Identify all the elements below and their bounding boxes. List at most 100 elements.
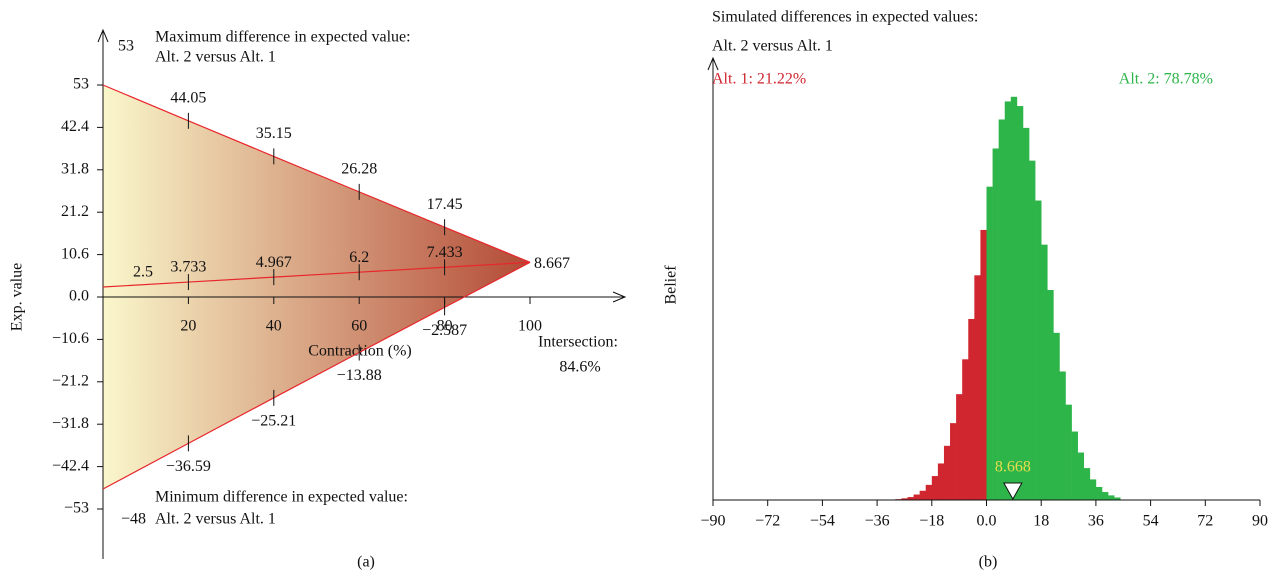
value-label: 7.433 [427, 244, 463, 261]
caption: (a) [357, 554, 375, 571]
histogram-bar [1083, 468, 1091, 500]
annotation: 84.6% [559, 359, 600, 376]
value-label: 4.967 [256, 254, 292, 271]
y-tick-label: −21.2 [52, 372, 89, 389]
histogram-bar [1095, 486, 1103, 500]
histogram-bar [980, 229, 987, 500]
y-tick-label: −31.8 [52, 415, 89, 432]
annotation: Minimum difference in expected value: [155, 489, 408, 506]
y-tick-label: 0.0 [69, 288, 89, 305]
x-tick-label: 100 [518, 318, 542, 335]
histogram-bar [962, 359, 969, 500]
marker [1002, 482, 1023, 501]
x-tick-label: 90 [1252, 513, 1268, 530]
x-tick-label: 36 [1088, 513, 1104, 530]
line [102, 261, 531, 288]
x-tick-label: −36 [865, 513, 890, 530]
histogram-bar [937, 463, 945, 500]
x-tick-label: −54 [810, 513, 835, 530]
x-tick-label: 60 [351, 318, 367, 335]
x-tick-label: −90 [700, 513, 725, 530]
value-label: 17.45 [427, 196, 463, 213]
annotation: Alt. 1: 21.22% [712, 71, 806, 88]
x-tick-label: 18 [1033, 513, 1049, 530]
caption: (b) [979, 554, 998, 571]
x-tick-label: −18 [919, 513, 944, 530]
marker-label: 8.668 [995, 459, 1031, 476]
histogram-bar [1016, 106, 1024, 500]
line [102, 84, 531, 263]
annotation: Maximum difference in expected value: [155, 29, 411, 46]
histogram-bar [919, 490, 927, 500]
histogram-bar [1077, 452, 1085, 500]
value-label: 2.5 [133, 264, 153, 281]
x-tick-label: 72 [1197, 513, 1213, 530]
chart-title: Simulated differences in expected values… [712, 9, 978, 26]
annotation: Alt. 2 versus Alt. 1 [155, 511, 276, 528]
y-axis-label: Exp. value [9, 263, 26, 331]
value-label: 3.733 [170, 259, 206, 276]
histogram-bar [1041, 244, 1048, 500]
histogram-bar [943, 445, 951, 500]
histogram-bar [1114, 497, 1121, 500]
histogram-bar [1108, 495, 1115, 500]
x-tick-label: −72 [755, 513, 780, 530]
y-tick-label: −53 [64, 500, 89, 517]
value-label: −2.587 [422, 322, 467, 339]
x-tick-label: 54 [1143, 513, 1159, 530]
histogram-bar [950, 423, 957, 500]
x-tick-label: 0.0 [977, 513, 997, 530]
histogram-bar [1047, 290, 1054, 500]
histogram-bar [907, 497, 914, 500]
value-label: 6.2 [349, 249, 369, 266]
annotation: Alt. 2: 78.78% [1119, 71, 1213, 88]
histogram-bar [1089, 479, 1097, 500]
y-axis-arrow [707, 56, 719, 71]
histogram-bar [1035, 200, 1042, 501]
y-axis-arrow [97, 28, 109, 43]
histogram-bar [986, 186, 993, 500]
y-tick-label: 42.4 [61, 118, 89, 135]
annotation: Alt. 2 versus Alt. 1 [155, 49, 276, 66]
histogram-bar [925, 484, 933, 500]
line [102, 261, 531, 490]
value-label: 53 [118, 38, 134, 55]
value-label: 26.28 [341, 161, 377, 178]
contraction-area [103, 85, 530, 489]
y-axis-label: Belief [663, 265, 680, 305]
histogram-bar [992, 148, 999, 500]
chart-subtitle: Alt. 2 versus Alt. 1 [712, 38, 833, 55]
histogram-bar [1010, 96, 1018, 501]
histogram-bar [1029, 160, 1036, 500]
histogram-bar [998, 119, 1006, 500]
histogram-bar [1065, 404, 1072, 500]
value-label: 44.05 [170, 89, 206, 106]
y-tick-label: 21.2 [61, 203, 89, 220]
x-tick-label: 20 [180, 318, 196, 335]
histogram-bar [931, 476, 939, 500]
value-label: −13.88 [337, 367, 382, 384]
x-tick-label: 40 [266, 318, 282, 335]
histogram-bar [974, 275, 981, 500]
annotation: Intersection: [538, 334, 618, 351]
histogram-bar [956, 394, 963, 500]
histogram-bar [1004, 101, 1012, 501]
y-tick-label: 10.6 [61, 245, 89, 262]
y-tick-label: 31.8 [61, 160, 89, 177]
value-label: 8.667 [534, 255, 570, 272]
histogram-bar [1059, 371, 1066, 500]
histogram-bar [968, 318, 975, 500]
value-label: −36.59 [166, 458, 211, 475]
value-label: −48 [121, 511, 146, 528]
histogram-bar [1101, 492, 1109, 500]
histogram-bar [901, 498, 908, 500]
histogram-bar [1071, 431, 1078, 500]
value-label: 35.15 [256, 125, 292, 142]
histogram-bar [1053, 332, 1060, 500]
y-tick-label: 53 [73, 76, 89, 93]
value-label: −25.21 [251, 413, 296, 430]
histogram-bar [1022, 127, 1030, 500]
y-tick-label: −10.6 [52, 330, 89, 347]
x-axis-label: Contraction (%) [308, 343, 412, 360]
